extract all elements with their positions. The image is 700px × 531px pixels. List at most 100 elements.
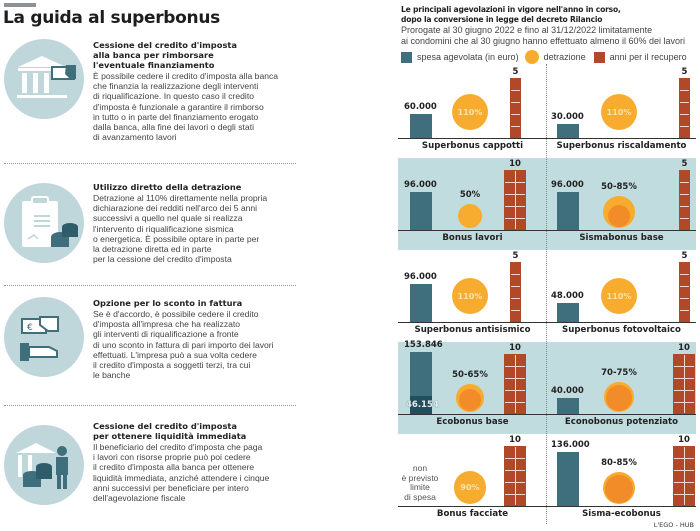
legend-swatch-anni: [593, 51, 605, 63]
section-body-line: dalla banca, alla fine dei lavori o degl…: [93, 122, 254, 133]
panel-baseline: [547, 414, 696, 416]
brick-line: [515, 355, 516, 413]
section-body-line: anni successivi per beneficiare per inte…: [93, 482, 249, 493]
spesa-value: 153.846: [404, 340, 443, 351]
section-body-line: in tutto o in parte del finanziamento er…: [93, 111, 259, 122]
anni-bricks: [673, 446, 695, 506]
source-credit: L'EGO - HUB: [653, 521, 694, 529]
spesa-note-line: limite: [410, 482, 430, 493]
detrazione-value: 110%: [606, 291, 632, 301]
section-body-line: Il beneficiario del credito d'imposta ch…: [93, 442, 263, 452]
section-body-line: di avanzamento lavori: [93, 132, 177, 143]
section-body-line: o energetica. È possibile optare in part…: [93, 233, 260, 244]
spesa-bar: [557, 398, 579, 414]
chart-grid: Superbonus cappotti 60.000 110% 5 Superbonus…: [398, 64, 696, 524]
bonus-label: Superbonus riscaldamento: [556, 141, 687, 151]
spesa-min-value: 46.154: [406, 400, 439, 410]
section-divider: [4, 285, 296, 286]
anni-bricks: [679, 170, 690, 230]
clipboard-money-icon: [4, 183, 84, 263]
anni-bricks: [504, 170, 526, 230]
spesa-value: 30.000: [551, 112, 584, 122]
section-body-line: Se è d'accordo, è possibile cedere il cr…: [93, 309, 259, 319]
spesa-bar: [557, 451, 579, 506]
bonus-panel: Bonus lavori 96.000 50% 10: [398, 158, 547, 250]
brick-line: [511, 298, 520, 299]
spesa-value: 96.000: [404, 271, 437, 282]
bonus-panel: Ecobonus base 153.846 46.154 50-65% 10: [398, 340, 547, 434]
spesa-value: 60.000: [404, 102, 437, 112]
detrazione-circle: 110%: [601, 94, 637, 130]
brick-line: [684, 355, 685, 413]
anni-value: 5: [512, 251, 519, 261]
bonus-panel: Sismabonus base 96.000 50-85% 5: [547, 158, 696, 250]
panel-baseline: [547, 506, 696, 508]
brick-line: [515, 447, 516, 505]
panel-baseline: [398, 322, 547, 324]
brick-line: [680, 90, 689, 91]
section-body-line: di riqualificazione. In questo caso il c…: [93, 91, 254, 102]
chart-title-line: Le principali agevolazioni in vigore nel…: [401, 5, 621, 14]
legend-label: anni per il recupero: [609, 52, 687, 62]
detrazione-circle: 110%: [452, 278, 488, 314]
anni-value: 5: [512, 67, 519, 77]
section-body-line: che finanzia la realizzazione degli inte…: [93, 81, 259, 92]
chart-subtitle: Prorogate al 30 giugno 2022 e fino al 31…: [401, 25, 685, 46]
brick-line: [511, 114, 520, 115]
section-body-line: i lavori con risorse proprie può poi ced…: [93, 452, 251, 463]
column-divider: [546, 64, 547, 524]
detrazione-circle: [604, 382, 634, 412]
detrazione-value: 50%: [459, 189, 481, 200]
detrazione-value: 50-65%: [452, 370, 488, 381]
brick-line: [680, 126, 689, 127]
anni-value: 5: [681, 67, 688, 77]
brick-line: [511, 274, 520, 275]
spesa-min-bar: [410, 395, 432, 414]
anni-bricks: [504, 446, 526, 506]
anni-value: 5: [681, 251, 688, 261]
spesa-note-line: è previsto: [401, 472, 439, 483]
section-title: Opzione per lo sconto in fattura: [93, 298, 293, 308]
spesa-bar: [557, 302, 579, 322]
section-body-line: Detrazione al 110% direttamente nella pr…: [93, 193, 268, 203]
spesa-value: 96.000: [404, 179, 437, 190]
panel-baseline: [398, 506, 547, 508]
section-title-line: per ottenere liquidità immediata: [93, 431, 247, 441]
section-title-line: l'eventuale finanziamento: [93, 60, 215, 70]
spesa-value: 40.000: [551, 386, 584, 396]
anni-bricks: [504, 354, 526, 414]
section-title-line: Utilizzo diretto della detrazione: [93, 182, 242, 192]
detrazione-circle: 90%: [453, 471, 487, 504]
panel-baseline: [398, 230, 547, 232]
spesa-bar: [410, 283, 432, 322]
section-body-line: dichiarazione dei redditi nell'arco dei …: [93, 203, 258, 214]
brick-line: [680, 298, 689, 299]
invoice-handshake-icon: €: [4, 297, 84, 377]
legend-swatch-detrazione: [524, 50, 539, 64]
panel-baseline: [398, 138, 547, 140]
section-body-line: successivi a quello nel quale si realizz…: [93, 213, 243, 224]
bonus-label: Ecobonus base: [436, 417, 509, 427]
section-body-line: le banche: [93, 370, 131, 381]
section-divider: [4, 163, 296, 164]
bonus-label: Sisma-ecobonus: [582, 509, 661, 519]
section-body-line: il credito d'imposta alla banca per otte…: [93, 462, 255, 473]
bank-card-icon: [4, 39, 84, 119]
title-accent-bar: [4, 3, 36, 7]
bonus-label: Superbonus cappotti: [421, 141, 524, 151]
detrazione-value: 70-75%: [601, 368, 637, 379]
bonus-label: Econobonus potenziato: [564, 417, 679, 427]
page-title: La guida al superbonus: [3, 8, 220, 28]
bonus-label: Bonus lavori: [442, 233, 503, 243]
section-body-line: effettuati. L'impresa può a sua volta ce…: [93, 349, 257, 360]
section-body-line: per la cessione del credito d'imposta: [93, 254, 232, 265]
anni-bricks: [679, 78, 690, 138]
brick-line: [684, 447, 685, 505]
section-body: Se è d'accordo, è possibile cedere il cr…: [93, 309, 293, 380]
anni-bricks: [673, 354, 695, 414]
section-title-line: alla banca per rimborsare: [93, 50, 214, 60]
section-title-line: Cessione del credito d'imposta: [93, 421, 237, 431]
legend-item-detrazione: detrazione: [519, 50, 586, 64]
brick-line: [511, 126, 520, 127]
detrazione-value: 50-85%: [601, 182, 637, 193]
